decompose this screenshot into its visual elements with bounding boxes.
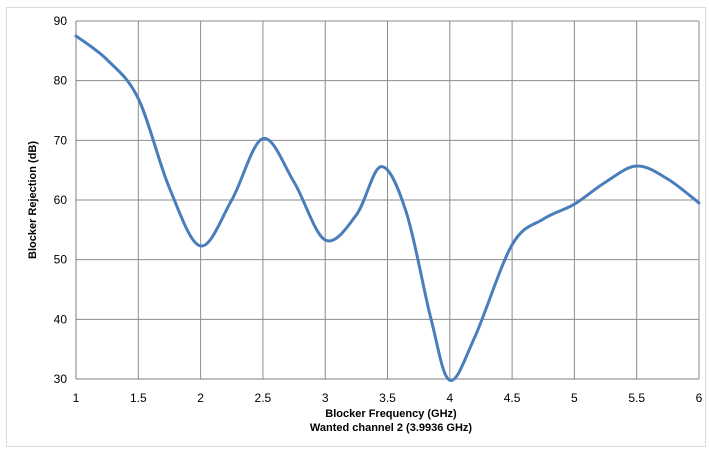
x-tick-label: 3.5 (379, 391, 396, 405)
y-tick-label: 30 (54, 372, 68, 386)
x-tick-label: 1 (73, 391, 80, 405)
line-chart: 30 40 50 60 70 80 90 1 1.5 2 2.5 3 3.5 4 4.5 5 5.5 6 Blo… (27, 14, 703, 434)
y-tick-label: 40 (54, 312, 68, 326)
x-tick-label: 5.5 (628, 391, 645, 405)
x-tick-label: 2 (197, 391, 204, 405)
x-axis-title: Blocker Frequency (GHz) (325, 408, 457, 420)
x-axis-subtitle: Wanted channel 2 (3.9936 GHz) (310, 422, 473, 434)
y-axis-title: Blocker Rejection (dB) (27, 141, 39, 259)
y-tick-label: 70 (54, 133, 68, 147)
x-tick-label: 2.5 (255, 391, 272, 405)
x-tick-label: 1.5 (130, 391, 147, 405)
x-tick-label: 5 (571, 391, 578, 405)
x-tick-label: 3 (322, 391, 329, 405)
series-group (74, 34, 701, 382)
y-tick-label: 80 (54, 74, 68, 88)
x-tick-label: 6 (696, 391, 703, 405)
y-axis-ticks: 30 40 50 60 70 80 90 (54, 14, 68, 386)
y-tick-label: 60 (54, 193, 68, 207)
x-axis-ticks: 1 1.5 2 2.5 3 3.5 4 4.5 5 5.5 6 (73, 391, 703, 405)
series-line-0 (74, 34, 701, 382)
y-tick-label: 50 (54, 253, 68, 267)
chart-frame: 30 40 50 60 70 80 90 1 1.5 2 2.5 3 3.5 4 4.5 5 5.5 6 Blo… (6, 7, 706, 447)
gridlines (75, 20, 700, 380)
y-tick-label: 90 (54, 14, 68, 28)
x-tick-label: 4 (446, 391, 453, 405)
x-tick-label: 4.5 (504, 391, 521, 405)
